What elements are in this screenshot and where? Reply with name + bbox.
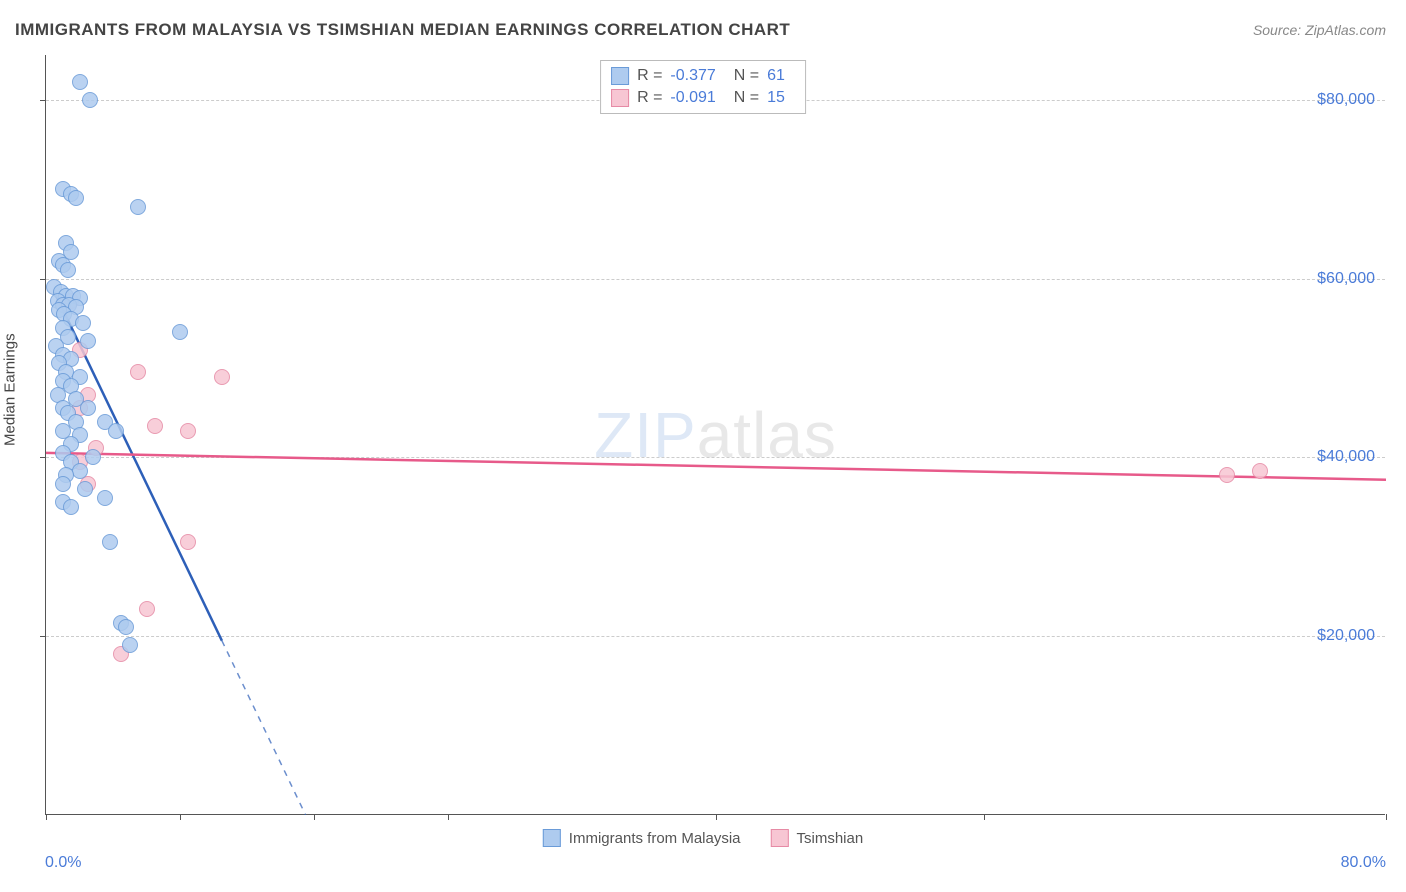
regression-line-dashed	[222, 641, 306, 815]
x-tick	[46, 814, 47, 820]
data-point	[122, 637, 138, 653]
series-legend: Immigrants from Malaysia Tsimshian	[543, 829, 863, 847]
x-tick	[448, 814, 449, 820]
watermark-atlas: atlas	[697, 399, 837, 471]
regression-lines	[46, 55, 1386, 815]
legend-item: Tsimshian	[771, 829, 864, 847]
series-swatch-icon	[771, 829, 789, 847]
data-point	[130, 364, 146, 380]
gridline	[46, 279, 1385, 280]
data-point	[1252, 463, 1268, 479]
y-tick-label: $80,000	[1317, 91, 1375, 109]
data-point	[180, 534, 196, 550]
data-point	[102, 534, 118, 550]
watermark: ZIPatlas	[594, 398, 837, 472]
correlation-legend: R = -0.377 N = 61 R = -0.091 N = 15	[600, 60, 806, 114]
data-point	[97, 490, 113, 506]
data-point	[172, 324, 188, 340]
data-point	[85, 449, 101, 465]
n-value: 61	[767, 67, 785, 85]
data-point	[130, 199, 146, 215]
y-tick	[40, 457, 46, 458]
x-tick	[180, 814, 181, 820]
series-swatch-icon	[611, 89, 629, 107]
y-tick	[40, 279, 46, 280]
data-point	[68, 190, 84, 206]
x-axis-min-label: 0.0%	[45, 854, 81, 872]
data-point	[180, 423, 196, 439]
data-point	[214, 369, 230, 385]
gridline	[46, 457, 1385, 458]
series-swatch-icon	[543, 829, 561, 847]
correlation-row: R = -0.091 N = 15	[611, 87, 795, 109]
data-point	[77, 481, 93, 497]
x-axis-max-label: 80.0%	[1341, 854, 1386, 872]
source-label: Source: ZipAtlas.com	[1253, 22, 1386, 38]
correlation-row: R = -0.377 N = 61	[611, 65, 795, 87]
data-point	[75, 315, 91, 331]
data-point	[60, 262, 76, 278]
legend-item: Immigrants from Malaysia	[543, 829, 741, 847]
legend-label: Immigrants from Malaysia	[569, 830, 741, 847]
x-tick	[984, 814, 985, 820]
r-label: R =	[637, 89, 662, 107]
n-label: N =	[734, 89, 759, 107]
plot-area: ZIPatlas $20,000 $40,000 $60,000 $80,000	[45, 55, 1385, 815]
chart-title: IMMIGRANTS FROM MALAYSIA VS TSIMSHIAN ME…	[15, 20, 790, 40]
y-tick	[40, 100, 46, 101]
data-point	[108, 423, 124, 439]
legend-label: Tsimshian	[797, 830, 864, 847]
x-tick	[716, 814, 717, 820]
chart-container: IMMIGRANTS FROM MALAYSIA VS TSIMSHIAN ME…	[0, 0, 1406, 892]
n-label: N =	[734, 67, 759, 85]
data-point	[82, 92, 98, 108]
y-tick-label: $20,000	[1317, 627, 1375, 645]
y-axis-label: Median Earnings	[2, 333, 19, 446]
data-point	[63, 499, 79, 515]
r-value: -0.091	[670, 89, 715, 107]
data-point	[118, 619, 134, 635]
x-tick	[1386, 814, 1387, 820]
watermark-zip: ZIP	[594, 399, 697, 471]
data-point	[80, 400, 96, 416]
x-tick	[314, 814, 315, 820]
data-point	[80, 333, 96, 349]
data-point	[139, 601, 155, 617]
data-point	[1219, 467, 1235, 483]
data-point	[55, 476, 71, 492]
data-point	[147, 418, 163, 434]
series-swatch-icon	[611, 67, 629, 85]
data-point	[72, 74, 88, 90]
r-label: R =	[637, 67, 662, 85]
n-value: 15	[767, 89, 785, 107]
r-value: -0.377	[670, 67, 715, 85]
y-tick	[40, 636, 46, 637]
y-tick-label: $60,000	[1317, 270, 1375, 288]
gridline	[46, 636, 1385, 637]
y-tick-label: $40,000	[1317, 448, 1375, 466]
